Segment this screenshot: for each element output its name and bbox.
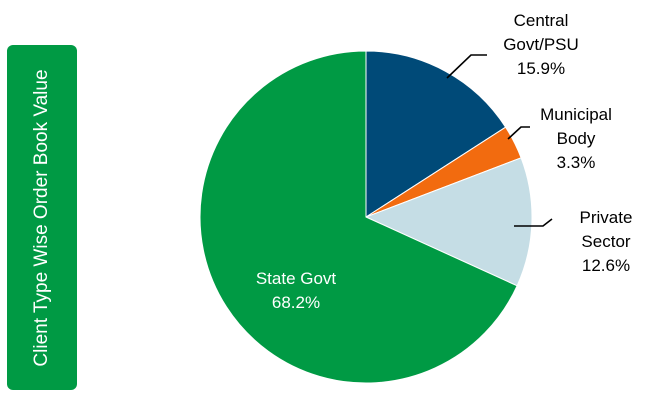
pie-slice-central-govt-psu [365,50,507,218]
leader-line-central-govt-psu [446,54,487,79]
leader-line-municipal-body [507,126,530,140]
pie-slice-state-govt [199,50,518,384]
pie-slice-private-sector [364,157,533,287]
slice-label-state-govt: State Govt 68.2% [256,269,337,312]
slice-labels: Central Govt/PSU 15.9% Municipal Body 3.3% Pri… [256,11,633,312]
slice-label-central-govt-psu: Central Govt/PSU 15.9% [503,11,579,78]
slice-label-municipal-body: Municipal Body 3.3% [540,105,612,172]
pie-slices [199,50,533,384]
leader-lines [446,54,553,227]
leader-line-private-sector [514,218,553,227]
side-banner: Client Type Wise Order Book Value [7,45,77,390]
slice-label-private-sector: Private Sector 12.6% [580,208,633,275]
